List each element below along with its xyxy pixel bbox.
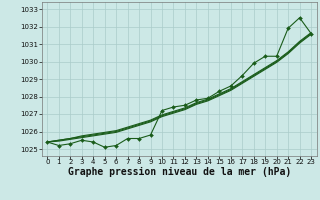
X-axis label: Graphe pression niveau de la mer (hPa): Graphe pression niveau de la mer (hPa) [68,167,291,177]
